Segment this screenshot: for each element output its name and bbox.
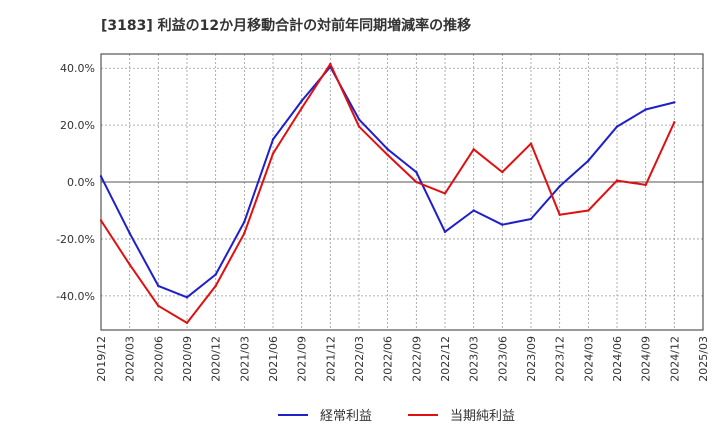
data-point	[300, 106, 303, 110]
x-tick-label: 2024/06	[611, 336, 624, 382]
x-tick-label: 2023/03	[468, 336, 481, 382]
y-axis: -40.0% -20.0% 0.0% 20.0% 40.0%	[56, 62, 95, 303]
data-point	[357, 125, 361, 128]
x-tick-label: 2024/03	[582, 336, 595, 382]
data-point	[587, 209, 590, 212]
x-tick-label: 2019/12	[95, 336, 108, 382]
data-point	[243, 232, 246, 235]
data-point	[443, 192, 447, 195]
data-point	[386, 153, 389, 157]
data-point	[529, 217, 533, 221]
data-point	[443, 230, 447, 234]
data-point	[99, 219, 103, 222]
data-point	[185, 296, 189, 299]
x-tick-label: 2021/12	[324, 336, 337, 382]
x-tick-label: 2022/12	[439, 336, 452, 382]
data-point	[271, 138, 275, 141]
data-point	[300, 99, 303, 103]
data-point	[558, 185, 561, 188]
y-tick-label: -20.0%	[56, 233, 95, 246]
x-tick-label: 2021/09	[296, 336, 309, 382]
data-point	[615, 125, 619, 128]
data-point	[386, 148, 389, 151]
data-point	[615, 179, 619, 182]
x-tick-label: 2024/12	[668, 336, 681, 382]
data-point	[157, 304, 160, 308]
chart-title: [3183] 利益の12か月移動合計の対前年同期増減率の推移	[101, 17, 471, 34]
data-point	[214, 273, 217, 276]
data-point	[587, 159, 590, 162]
x-tick-label: 2020/09	[181, 336, 194, 382]
data-point	[329, 62, 332, 66]
data-point	[271, 152, 275, 155]
y-tick-label: 40.0%	[60, 62, 95, 75]
data-point	[472, 209, 475, 212]
x-tick-label: 2022/06	[382, 336, 395, 382]
data-point	[357, 118, 361, 121]
data-point	[128, 263, 131, 266]
legend-label-1: 経常利益	[320, 409, 372, 424]
x-tick-label: 2022/09	[410, 336, 423, 382]
data-point	[558, 213, 561, 216]
x-axis: 2019/12 2020/03 2020/06 2020/09 2020/12 2021/…	[95, 336, 710, 382]
x-tick-label: 2021/03	[238, 336, 251, 382]
series-lines	[99, 62, 676, 325]
data-point	[673, 121, 676, 124]
data-point	[243, 220, 246, 224]
legend-label-2: 当期純利益	[450, 409, 515, 424]
data-point	[415, 170, 418, 174]
data-point	[644, 108, 647, 111]
x-tick-label: 2025/03	[697, 336, 710, 382]
y-tick-label: 0.0%	[67, 176, 95, 189]
x-tick-label: 2022/03	[353, 336, 366, 382]
legend: 経常利益 当期純利益	[278, 409, 515, 424]
y-tick-label: -40.0%	[56, 290, 95, 303]
x-tick-label: 2020/03	[124, 336, 137, 382]
x-tick-label: 2023/09	[525, 336, 538, 382]
y-tick-label: 20.0%	[60, 119, 95, 132]
data-point	[501, 170, 504, 174]
data-point	[157, 284, 160, 288]
x-tick-label: 2020/12	[210, 336, 223, 382]
x-tick-label: 2023/06	[496, 336, 509, 382]
data-point	[529, 142, 533, 145]
grid	[101, 54, 703, 330]
data-point	[644, 183, 647, 187]
x-tick-label: 2024/09	[640, 336, 653, 382]
plot-frame	[100, 53, 704, 331]
data-point	[472, 148, 475, 151]
data-point	[99, 175, 103, 178]
data-point	[501, 223, 504, 226]
data-point	[128, 232, 131, 235]
x-tick-label: 2020/06	[152, 336, 165, 382]
x-tick-label: 2023/12	[554, 336, 567, 382]
x-tick-label: 2021/06	[267, 336, 280, 382]
data-point	[214, 284, 217, 288]
data-point	[415, 180, 418, 184]
data-point	[673, 101, 676, 104]
data-point	[185, 321, 189, 325]
